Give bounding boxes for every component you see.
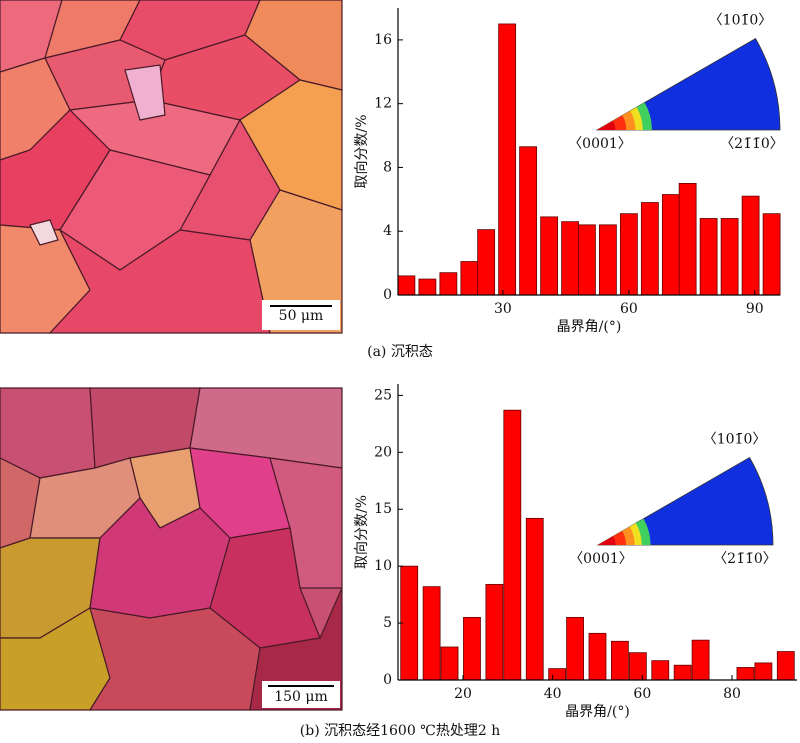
bar <box>720 218 739 296</box>
inset-label: 〈0001〉 <box>569 551 633 567</box>
chart: 0 4 8 12 16 30 60 90 晶界角/(°) 取向分数/% 〈101̄0〉〈0001〉 〈… <box>354 8 784 335</box>
y-tick-label: 12 <box>374 96 392 112</box>
bar <box>477 229 496 296</box>
bar <box>678 182 697 296</box>
pole-figure-zone <box>598 536 616 545</box>
x-tick-label: 60 <box>620 301 638 317</box>
x-axis-label: 晶界角/(°) <box>557 319 622 335</box>
bar <box>611 640 629 681</box>
bar <box>561 221 580 296</box>
y-axis-label: 取向分数/% <box>354 114 370 188</box>
micrograph-b <box>0 387 343 711</box>
bar <box>776 651 795 681</box>
bar <box>741 195 760 296</box>
bar <box>463 616 481 681</box>
bar <box>588 632 607 681</box>
y-tick-label: 25 <box>374 387 392 403</box>
caption: (a) 沉积态 <box>367 344 433 360</box>
bar <box>418 278 437 296</box>
bar <box>673 664 692 681</box>
bar <box>460 261 479 296</box>
y-tick-label: 10 <box>374 558 392 574</box>
y-tick-label: 5 <box>383 615 392 631</box>
x-axis-label: 晶界角/(°) <box>565 704 630 720</box>
scale-bar-label: 150 μm <box>274 689 328 705</box>
bar <box>691 639 710 681</box>
bar <box>619 213 638 296</box>
bar <box>400 565 419 681</box>
bar <box>498 23 517 296</box>
bar <box>598 224 617 296</box>
bar <box>548 668 567 681</box>
inset-label: 〈101̄0〉 <box>703 432 767 448</box>
bar <box>439 272 458 296</box>
inset-label: 〈101̄0〉 <box>709 13 773 29</box>
bar <box>754 662 773 681</box>
y-tick-label: 16 <box>374 32 392 48</box>
bar <box>566 616 584 681</box>
y-tick-label: 15 <box>374 501 392 517</box>
bar <box>485 583 504 681</box>
bar <box>397 275 416 296</box>
inset-label: 〈21̄1̄0〉 <box>713 551 777 567</box>
x-tick-label: 80 <box>723 686 741 702</box>
bar <box>525 517 544 681</box>
bar <box>699 218 718 296</box>
y-tick-label: 4 <box>383 223 392 239</box>
caption: (b) 沉积态经1600 ℃热处理2 h <box>300 723 500 739</box>
bar <box>640 202 659 296</box>
y-axis-label: 取向分数/% <box>354 495 370 569</box>
bar <box>440 646 459 681</box>
micrograph-a <box>0 0 343 334</box>
inset-label: 〈21̄1̄0〉 <box>720 136 784 152</box>
scale-bar-label: 50 μm <box>279 308 324 324</box>
bar <box>540 216 559 296</box>
bar <box>736 667 755 681</box>
pole-figure-zone <box>597 120 616 130</box>
x-tick-label: 60 <box>633 686 651 702</box>
bar <box>519 146 538 296</box>
bar <box>422 586 441 681</box>
y-tick-label: 0 <box>383 672 392 688</box>
y-tick-label: 20 <box>374 444 392 460</box>
x-tick-label: 90 <box>746 301 764 317</box>
inset-label: 〈0001〉 <box>568 136 632 152</box>
chart: 0 5 10 15 20 25 20 40 60 80 晶界角/(°) 取向分数/% 〈101̄0〉〈0… <box>354 384 797 720</box>
y-tick-label: 0 <box>383 287 392 303</box>
bar <box>628 652 647 681</box>
bar <box>503 409 522 681</box>
bar <box>651 660 670 681</box>
bar <box>578 224 596 296</box>
x-tick-label: 20 <box>454 686 472 702</box>
x-tick-label: 40 <box>544 686 562 702</box>
x-tick-label: 30 <box>494 301 512 317</box>
bar <box>762 213 781 296</box>
bar <box>661 194 680 296</box>
y-tick-label: 8 <box>383 159 392 175</box>
